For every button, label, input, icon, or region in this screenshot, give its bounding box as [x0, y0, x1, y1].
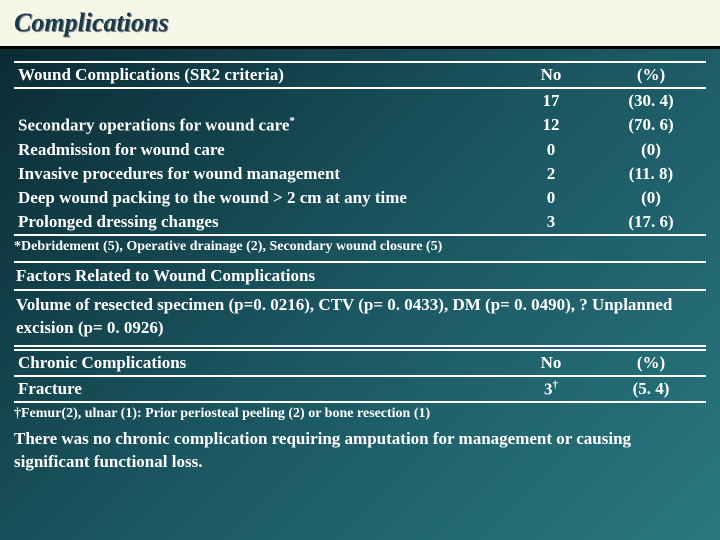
footnote-femur: †Femur(2), ulnar (1): Prior periosteal p…: [14, 406, 706, 422]
summary-no: 17: [506, 88, 596, 113]
header-no: No: [506, 350, 596, 376]
row-sup: †: [553, 379, 559, 391]
header-pct: (%): [596, 62, 706, 88]
factors-header: Factors Related to Wound Complications: [14, 261, 706, 291]
table-row: Deep wound packing to the wound > 2 cm a…: [14, 186, 706, 210]
header-pct: (%): [596, 350, 706, 376]
summary-row: 17 (30. 4): [14, 88, 706, 113]
row-no: 12: [506, 113, 596, 138]
header-no: No: [506, 62, 596, 88]
row-no: 3: [544, 379, 553, 398]
row-label: Readmission for wound care: [14, 138, 506, 162]
final-note: There was no chronic complication requir…: [14, 428, 706, 474]
table-row: Prolonged dressing changes 3 (17. 6): [14, 210, 706, 235]
row-no: 0: [506, 138, 596, 162]
row-pct: (11. 8): [596, 162, 706, 186]
footnote-debridement: *Debridement (5), Operative drainage (2)…: [14, 239, 706, 255]
table-row: Readmission for wound care 0 (0): [14, 138, 706, 162]
row-pct: (5. 4): [596, 376, 706, 403]
row-pct: (70. 6): [596, 113, 706, 138]
row-label: Prolonged dressing changes: [14, 210, 506, 235]
table-row: Secondary operations for wound care* 12 …: [14, 113, 706, 138]
header-label: Chronic Complications: [14, 350, 506, 376]
row-label: Deep wound packing to the wound > 2 cm a…: [14, 186, 506, 210]
factors-body: Volume of resected specimen (p=0. 0216),…: [14, 291, 706, 347]
row-pct: (17. 6): [596, 210, 706, 235]
table-header-row: Wound Complications (SR2 criteria) No (%…: [14, 62, 706, 88]
chronic-complications-table: Chronic Complications No (%) Fracture 3†…: [14, 349, 706, 404]
content-area: Wound Complications (SR2 criteria) No (%…: [0, 49, 720, 486]
row-pct: (0): [596, 186, 706, 210]
row-sup: *: [289, 115, 295, 127]
row-no: 2: [506, 162, 596, 186]
row-no: 3: [506, 210, 596, 235]
slide-title: Complications: [14, 8, 169, 37]
table-header-row: Chronic Complications No (%): [14, 350, 706, 376]
row-no: 0: [506, 186, 596, 210]
table-row: Invasive procedures for wound management…: [14, 162, 706, 186]
summary-pct: (30. 4): [596, 88, 706, 113]
row-label: Invasive procedures for wound management: [14, 162, 506, 186]
table-row: Fracture 3† (5. 4): [14, 376, 706, 403]
title-bar: Complications: [0, 0, 720, 49]
wound-complications-table: Wound Complications (SR2 criteria) No (%…: [14, 61, 706, 236]
row-pct: (0): [596, 138, 706, 162]
header-label: Wound Complications (SR2 criteria): [14, 62, 506, 88]
row-label: Secondary operations for wound care: [18, 116, 289, 135]
row-label: Fracture: [14, 376, 506, 403]
